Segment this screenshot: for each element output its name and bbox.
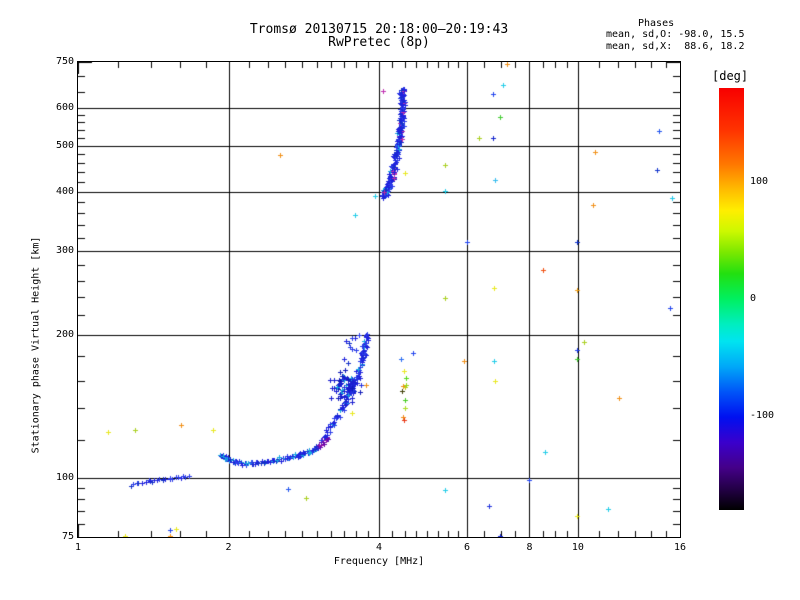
y-tick-label: 750 <box>55 56 74 67</box>
phase-stats-header: Phases <box>638 18 675 29</box>
colorbar-tick-label: -100 <box>750 410 775 422</box>
x-tick-label: 4 <box>375 542 383 553</box>
y-tick-label: 300 <box>55 245 74 257</box>
y-axis-title: Stationary phase Virtual Height [km] <box>30 236 42 454</box>
colorbar-unit-label: [deg] <box>712 69 749 83</box>
colorbar <box>719 88 744 510</box>
x-tick-label: 10 <box>571 542 584 553</box>
y-tick-label: 600 <box>55 102 74 114</box>
y-tick-label: 500 <box>55 139 74 151</box>
plot-frame <box>77 61 681 538</box>
x-tick-label: 1 <box>74 542 82 553</box>
plot-subtitle: RwPretec (8p) <box>328 35 430 50</box>
plot-title: Tromsø 20130715 20:18:00–20:19:43 <box>249 22 509 37</box>
y-tick-label: 400 <box>55 185 74 197</box>
x-tick-label: 6 <box>464 542 471 553</box>
phase-stats-mean-x: mean, sd,X: 88.6, 18.2 <box>606 41 745 52</box>
phase-stats-mean-o: mean, sd,O: -98.0, 15.5 <box>606 29 745 40</box>
scatter-plot-canvas <box>78 62 680 537</box>
colorbar-tick-label: 0 <box>750 293 757 304</box>
y-tick-label: 75 <box>61 531 74 542</box>
x-tick-label: 16 <box>673 542 687 553</box>
y-tick-label: 200 <box>55 328 74 340</box>
x-axis-title: Frequency [MHz] <box>333 556 425 567</box>
x-tick-label: 2 <box>225 542 232 553</box>
x-tick-label: 8 <box>526 542 533 553</box>
y-tick-label: 100 <box>55 471 74 483</box>
colorbar-tick-label: 100 <box>750 175 769 187</box>
